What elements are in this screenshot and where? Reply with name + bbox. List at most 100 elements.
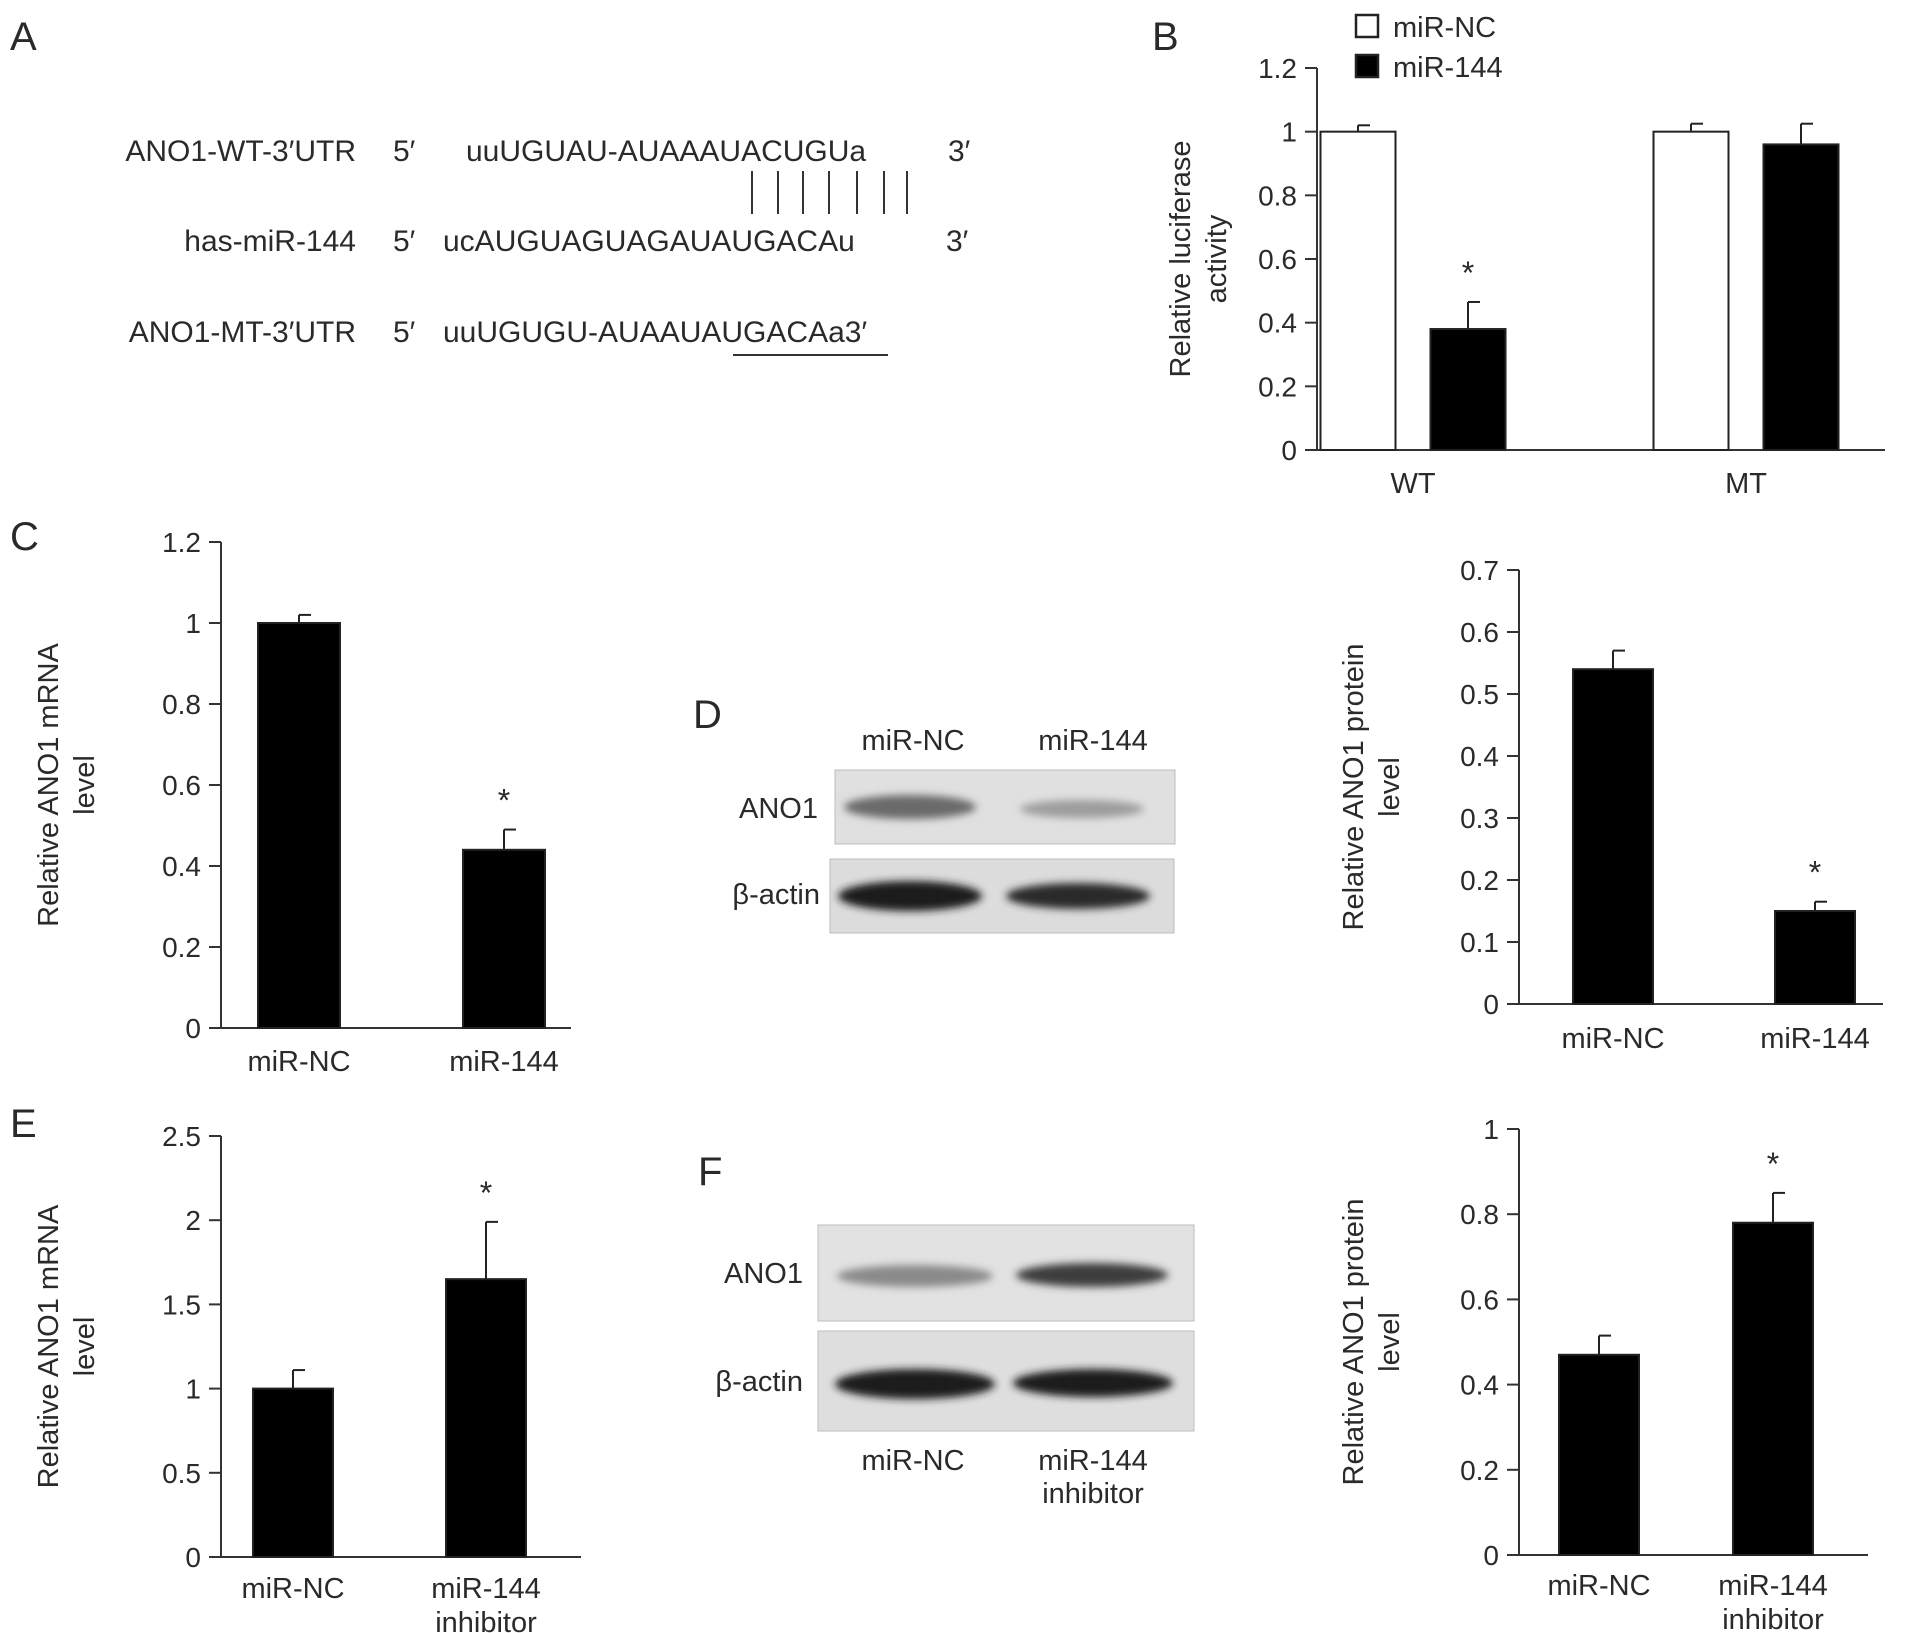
blot-f-band-label: ANO1	[724, 1258, 803, 1290]
seq-label-mt: ANO1-MT-3′UTR	[129, 316, 356, 349]
y-tick-label: 2	[185, 1205, 201, 1236]
chart-c-mrna: 0 0.2 0.4 0.6 0.8 1 1.2 Relative ANO1 mRNA level…	[33, 527, 571, 1078]
y-axis-label: level	[1374, 1312, 1406, 1372]
legend-swatch	[1354, 53, 1380, 79]
y-tick-label: 0	[185, 1013, 201, 1044]
chart-f-protein: 0 0.2 0.4 0.6 0.8 1 Relative ANO1 protein level…	[1338, 1114, 1868, 1633]
panel-letter-f: F	[698, 1150, 722, 1194]
blot-d-lane-label: miR-NC	[861, 725, 964, 757]
y-tick-label: 2.5	[162, 1121, 201, 1152]
panel-letter-b: B	[1152, 15, 1179, 59]
y-tick-label: 0	[1483, 989, 1499, 1020]
panel-a-alignment: ANO1-WT-3′UTR 5′ uuUGUAU-AUAAAUACUGUa 3′…	[125, 135, 971, 356]
y-tick-label: 1	[1483, 1114, 1499, 1145]
y-axis-label: Relative luciferase	[1165, 141, 1197, 378]
y-tick-label: 0.8	[1460, 1199, 1499, 1230]
significance-marker: *	[1462, 255, 1474, 291]
bar	[1558, 1353, 1640, 1557]
y-axis-label: level	[69, 1317, 101, 1377]
significance-marker: *	[1809, 855, 1821, 891]
blot-f-lane-label: inhibitor	[1042, 1478, 1144, 1510]
y-axis-label: level	[69, 755, 101, 815]
y-tick-label: 0.8	[1258, 180, 1297, 211]
category-label: miR-NC	[1561, 1023, 1664, 1055]
seq-3prime-mir: 3′	[946, 225, 969, 258]
panel-letter-d: D	[693, 693, 722, 737]
y-tick-label: 1	[185, 1374, 201, 1405]
seq-3prime-wt: 3′	[948, 135, 971, 168]
bar	[1572, 668, 1654, 1005]
y-tick-label: 1	[185, 608, 201, 639]
category-label: miR-NC	[247, 1046, 350, 1078]
blot-f-lane-label: miR-144	[1038, 1445, 1148, 1477]
y-tick-label: 0.6	[1460, 617, 1499, 648]
significance-marker: *	[480, 1175, 492, 1211]
y-tick-label: 1.2	[162, 527, 201, 558]
y-tick-label: 1.2	[1258, 53, 1297, 84]
blot-f-lane-label: miR-NC	[861, 1445, 964, 1477]
blot-d-lane-label: miR-144	[1038, 725, 1148, 757]
y-tick-label: 0.6	[1258, 244, 1297, 275]
y-tick-label: 0.4	[162, 851, 201, 882]
seq-label-wt: ANO1-WT-3′UTR	[125, 135, 356, 168]
significance-marker: *	[1767, 1146, 1779, 1182]
blot-band	[1020, 800, 1144, 818]
blot-band	[1013, 1369, 1173, 1397]
western-blot-d: miR-NC miR-144 ANO1 β-actin	[732, 725, 1176, 934]
category-label: miR-NC	[241, 1573, 344, 1605]
seq-label-mir: has-miR-144	[184, 225, 356, 258]
y-tick-label: 0	[1483, 1540, 1499, 1571]
category-label: miR-144	[1718, 1570, 1828, 1602]
blot-band	[844, 795, 976, 819]
y-axis-label: level	[1374, 757, 1406, 817]
y-tick-label: 0.2	[1258, 371, 1297, 402]
y-axis-label: Relative ANO1 protein	[1338, 644, 1370, 931]
category-label: inhibitor	[435, 1607, 537, 1633]
y-tick-label: 0	[185, 1542, 201, 1573]
y-axis-label: Relative ANO1 mRNA	[33, 1204, 65, 1488]
category-label: miR-144	[431, 1573, 541, 1605]
y-tick-label: 0	[1281, 435, 1297, 466]
y-tick-label: 0.6	[1460, 1284, 1499, 1315]
y-axis-label: Relative ANO1 mRNA	[33, 643, 65, 927]
y-tick-label: 0.4	[1460, 1370, 1499, 1401]
panel-letter-a: A	[10, 15, 37, 59]
y-tick-label: 0.8	[162, 689, 201, 720]
blot-d-band-label: ANO1	[739, 793, 818, 825]
seq-5prime-mir: 5′	[393, 225, 416, 258]
legend-swatch	[1354, 13, 1380, 39]
blot-f-band-label: β-actin	[715, 1366, 803, 1398]
y-tick-label: 1.5	[162, 1289, 201, 1320]
legend-label: miR-NC	[1393, 12, 1496, 44]
panel-letter-c: C	[10, 515, 39, 559]
chart-b-luciferase: 0 0.2 0.4 0.6 0.8 1 1.2 Relative luciferase acti…	[1165, 12, 1885, 500]
y-tick-label: 0.7	[1460, 555, 1499, 586]
category-label: WT	[1390, 468, 1435, 500]
chart-d-protein: 0 0.1 0.2 0.3 0.4 0.5 0.6 0.7 Relative ANO1 prot…	[1338, 555, 1883, 1055]
bar	[462, 848, 546, 1029]
pairing-lines	[751, 171, 908, 214]
chart-e-mrna: 0 0.5 1 1.5 2 2.5 Relative ANO1 mRNA level miR-N…	[33, 1121, 581, 1633]
western-blot-f: ANO1 β-actin miR-NC miR-144 inhibitor	[715, 1224, 1195, 1510]
seq-mt: uuUGUGU-AUAAUAUGACAa3′	[443, 316, 867, 349]
blot-band	[837, 1265, 993, 1287]
blot-d-band-label: β-actin	[732, 879, 820, 911]
y-tick-label: 0.3	[1460, 803, 1499, 834]
bar	[257, 622, 341, 1029]
seq-5prime-wt: 5′	[393, 135, 416, 168]
seq-mir: ucAUGUAGUAGAUAUGACAu	[443, 225, 855, 258]
bar	[1732, 1221, 1814, 1556]
bar	[445, 1278, 527, 1558]
seq-wt: uuUGUAU-AUAAAUACUGUa	[466, 135, 866, 168]
y-tick-label: 0.6	[162, 770, 201, 801]
panel-letter-e: E	[10, 1102, 37, 1146]
y-tick-label: 0.4	[1258, 308, 1297, 339]
blot-band	[1016, 1263, 1168, 1287]
bar	[252, 1387, 334, 1558]
legend-label: miR-144	[1393, 52, 1503, 84]
category-label: miR-NC	[1547, 1570, 1650, 1602]
seq-5prime-mt: 5′	[393, 316, 416, 349]
y-tick-label: 0.5	[162, 1458, 201, 1489]
y-tick-label: 0.1	[1460, 927, 1499, 958]
